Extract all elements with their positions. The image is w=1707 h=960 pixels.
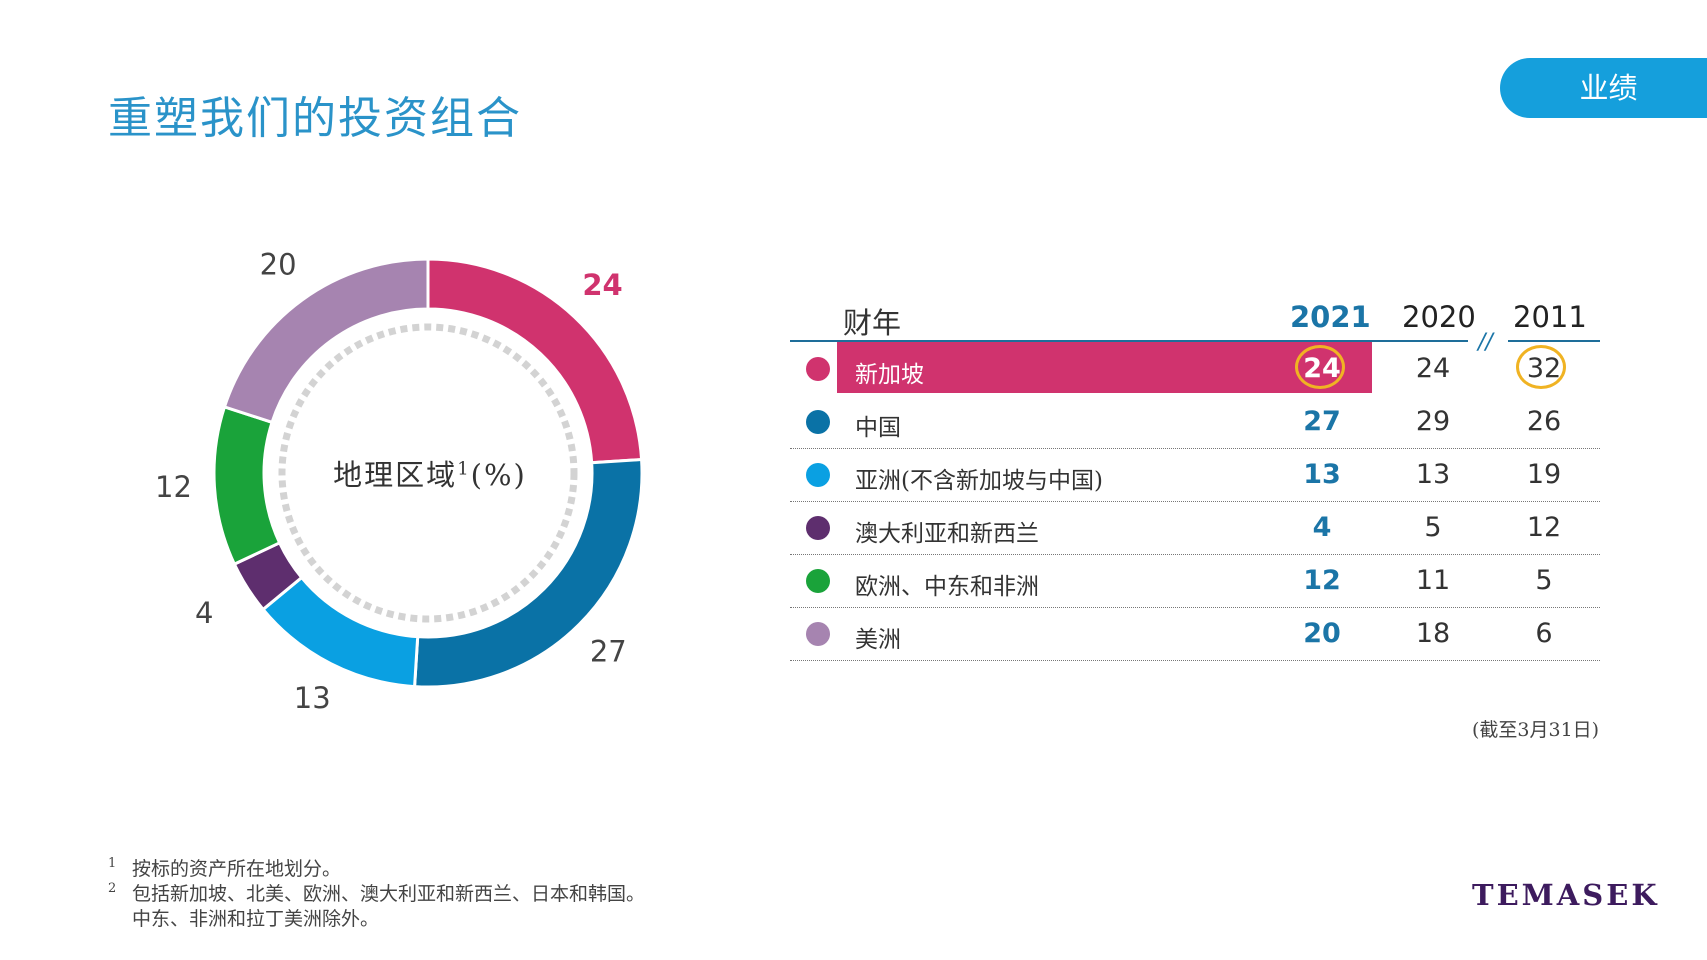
table-header-rule — [790, 340, 1468, 342]
legend-dot — [806, 569, 830, 593]
row-label: 亚洲(不含新加坡与中国) — [855, 468, 1103, 494]
footnote-1: 1 按标的资产所在地划分。 — [108, 856, 645, 882]
table-row: 新加坡 24 24 32 — [790, 343, 1600, 396]
value-2011: 6 — [1535, 618, 1553, 649]
slice-value-label: 27 — [590, 634, 627, 668]
table-row: 欧洲、中东和非洲 12 11 5 — [790, 555, 1600, 608]
table-row: 美洲 20 18 6 — [790, 608, 1600, 661]
donut-center-unit: (%) — [470, 458, 527, 492]
inner-dashed-ring — [278, 323, 578, 623]
row-label: 美洲 — [855, 627, 901, 653]
as-of-note: (截至3月31日) — [1472, 719, 1600, 741]
table-header-label: 财年 — [843, 306, 902, 340]
table-row: 亚洲(不含新加坡与中国) 13 13 19 — [790, 449, 1600, 502]
value-2021: 13 — [1303, 459, 1341, 490]
value-2020: 29 — [1415, 406, 1451, 437]
legend-dot — [806, 463, 830, 487]
donut-center-label: 地理区域1(%) — [300, 452, 560, 494]
slice-value-label: 4 — [195, 596, 213, 630]
table-header-2020: 2020 — [1402, 300, 1476, 334]
row-label: 中国 — [855, 415, 901, 441]
table-header-rule-2011 — [1508, 340, 1600, 342]
value-2011: 5 — [1535, 565, 1553, 596]
value-2020: 5 — [1424, 512, 1442, 543]
row-label: 欧洲、中东和非洲 — [855, 574, 1039, 600]
slice-value-label: 24 — [582, 268, 622, 302]
footnotes: 1 按标的资产所在地划分。 2 包括新加坡、北美、欧洲、澳大利亚和新西兰、日本和… — [108, 856, 646, 932]
highlight-circle-2021 — [1295, 345, 1345, 389]
temasek-logo: TEMASEK — [1472, 878, 1660, 912]
footnote-2-number: 2 — [108, 881, 117, 896]
value-2020: 13 — [1415, 459, 1451, 490]
value-2011: 19 — [1526, 459, 1562, 490]
row-label: 澳大利亚和新西兰 — [855, 521, 1039, 547]
value-2020: 11 — [1415, 565, 1451, 596]
slice-value-label: 20 — [260, 248, 297, 282]
row-separator — [790, 448, 1600, 449]
value-2020: 24 — [1415, 353, 1451, 384]
donut-slice — [260, 575, 420, 689]
donut-slice — [222, 257, 430, 425]
section-tab[interactable]: 业绩 — [1500, 58, 1707, 118]
slice-value-label: 13 — [294, 681, 331, 715]
value-2020: 18 — [1415, 618, 1451, 649]
singapore-highlight-bar — [837, 341, 1372, 393]
table-row: 中国 27 29 26 — [790, 396, 1600, 449]
highlight-circle-2011 — [1516, 345, 1566, 389]
value-2021: 27 — [1303, 406, 1341, 437]
value-2021: 20 — [1303, 618, 1341, 649]
row-separator — [790, 501, 1600, 502]
row-separator — [790, 660, 1600, 661]
value-2011: 12 — [1526, 512, 1562, 543]
value-2021: 4 — [1312, 512, 1332, 543]
row-separator — [790, 607, 1600, 608]
donut-center-title: 地理区域 — [333, 458, 458, 492]
page-title: 重塑我们的投资组合 — [108, 93, 522, 144]
legend-dot — [806, 516, 830, 540]
table-row: 澳大利亚和新西兰 4 5 12 — [790, 502, 1600, 555]
donut-center-footnote: 1 — [457, 458, 471, 480]
value-2021: 12 — [1303, 565, 1341, 596]
footnote-2-line2: 中东、非洲和拉丁美洲除外。 — [132, 908, 380, 930]
table-header-2011: 2011 — [1513, 300, 1587, 334]
axis-break-mark: // — [1478, 330, 1493, 355]
footnote-2-line1: 包括新加坡、北美、欧洲、澳大利亚和新西兰、日本和韩国。 — [132, 883, 646, 905]
table-header-2021: 2021 — [1290, 300, 1371, 334]
slice-value-label: 12 — [155, 470, 192, 504]
legend-dot — [806, 410, 830, 434]
footnote-1-text: 按标的资产所在地划分。 — [132, 858, 342, 880]
donut-slice — [212, 404, 282, 567]
legend-dot — [806, 622, 830, 646]
value-2011: 26 — [1526, 406, 1562, 437]
row-separator — [790, 554, 1600, 555]
footnote-2: 2 包括新加坡、北美、欧洲、澳大利亚和新西兰、日本和韩国。 中东、非洲和拉丁美洲… — [108, 881, 646, 932]
row-label: 新加坡 — [855, 362, 924, 388]
legend-dot — [806, 357, 830, 381]
footnote-1-number: 1 — [108, 856, 117, 871]
